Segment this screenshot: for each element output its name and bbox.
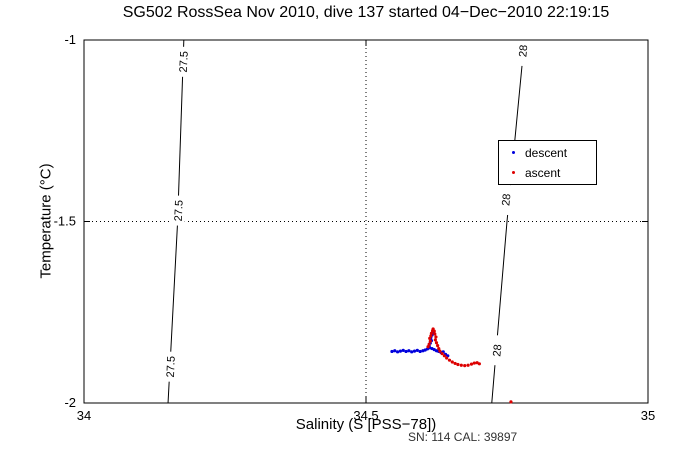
x-axis-label: Salinity (S [PSS−78])	[295, 416, 437, 433]
svg-text:35: 35	[641, 408, 655, 423]
svg-text:-2: -2	[64, 395, 76, 410]
legend-item-ascent: ascent	[499, 163, 596, 183]
svg-text:-1.5: -1.5	[54, 214, 76, 229]
contour-label: 27.5	[170, 195, 186, 226]
svg-text:34: 34	[77, 408, 91, 423]
ascent-marker-icon	[512, 171, 515, 174]
svg-text:28: 28	[491, 344, 504, 357]
chart-title: SG502 RossSea Nov 2010, dive 137 started…	[122, 4, 610, 21]
legend-label-descent: descent	[525, 145, 568, 160]
svg-text:27.5: 27.5	[165, 356, 178, 378]
contour-label: 28	[488, 334, 506, 366]
tick-labels: 34 34.5 35 -1 -1.5 -2	[54, 32, 656, 423]
legend-label-ascent: ascent	[525, 165, 561, 180]
contour-label: 27.5	[162, 351, 178, 382]
axes-box	[83, 39, 649, 404]
contour-label: 28	[514, 35, 532, 67]
footer-annotation: SN: 114 CAL: 39897	[408, 430, 518, 444]
gridlines	[84, 40, 648, 403]
svg-text:27.5: 27.5	[178, 51, 191, 73]
series-ascent	[426, 327, 513, 404]
density-contour: 28 28 28	[488, 35, 532, 404]
series-descent	[390, 330, 450, 358]
svg-text:27.5: 27.5	[173, 200, 186, 222]
contour-label: 28	[497, 184, 515, 216]
svg-text:28: 28	[500, 193, 513, 206]
density-contour: 27.5 27.5 27.5	[162, 39, 191, 404]
svg-text:-1: -1	[64, 32, 76, 47]
descent-marker-icon	[512, 151, 515, 154]
y-axis-label: Temperature (°C)	[37, 163, 55, 279]
legend-item-descent: descent	[499, 143, 596, 163]
legend: descent ascent	[498, 140, 597, 185]
svg-text:28: 28	[517, 44, 530, 57]
svg-text:34.5: 34.5	[353, 408, 378, 423]
contour-label: 27.5	[175, 46, 191, 78]
